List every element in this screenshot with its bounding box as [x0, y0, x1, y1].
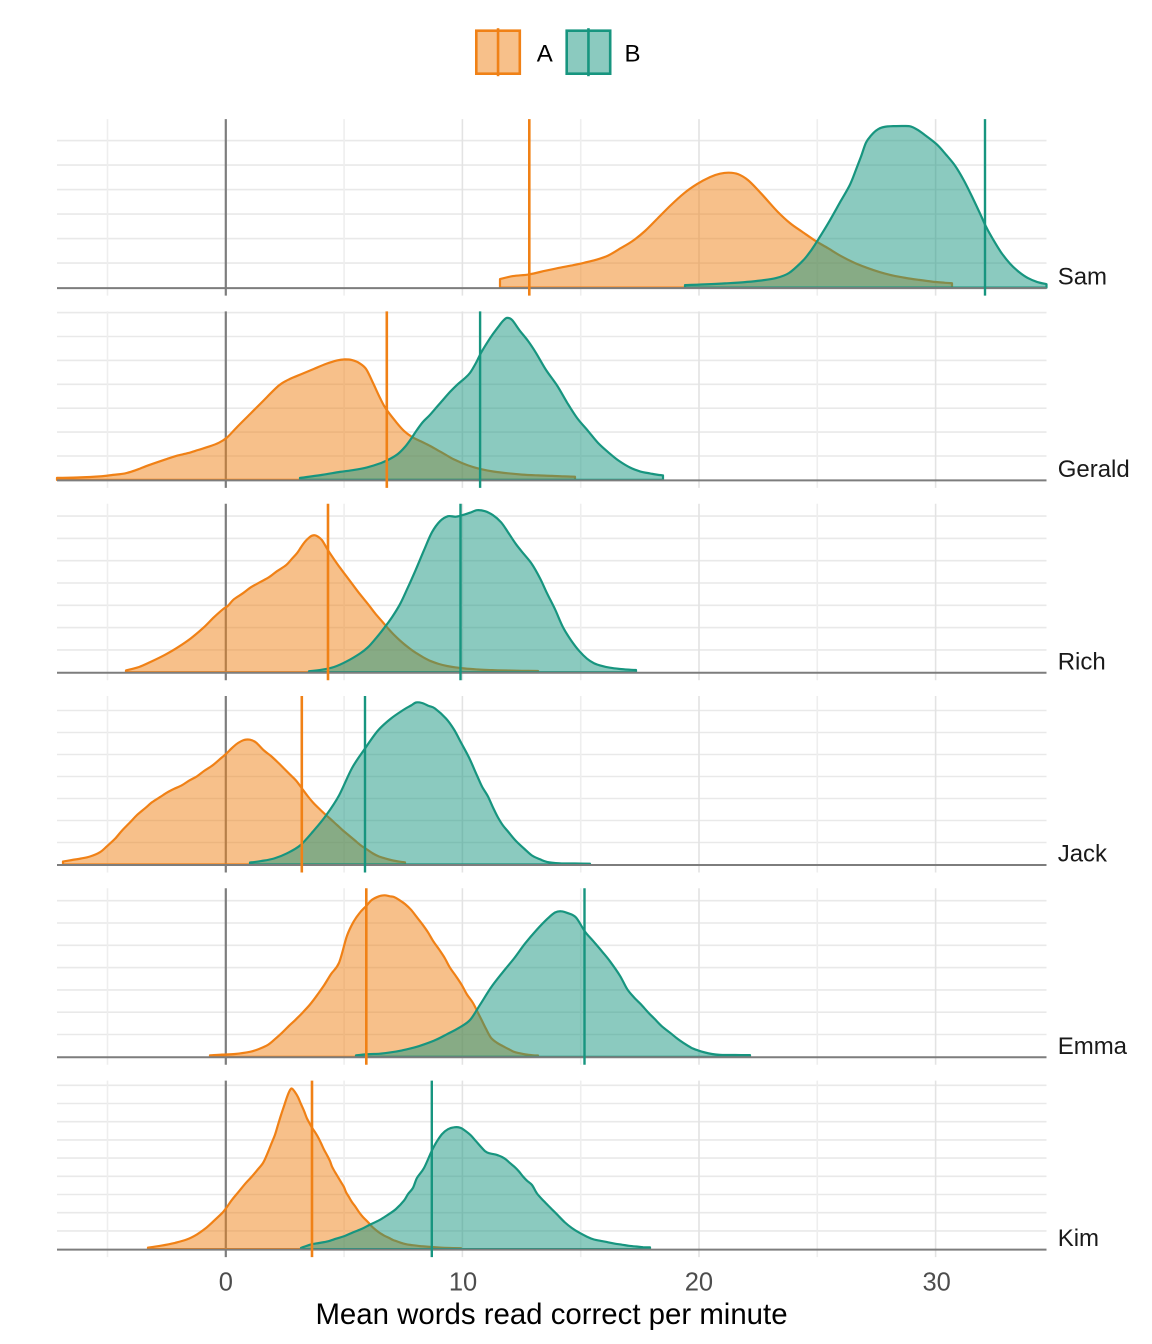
svg-text:B: B — [625, 40, 641, 67]
svg-text:Gerald: Gerald — [1058, 456, 1130, 483]
svg-text:Emma: Emma — [1058, 1033, 1128, 1060]
svg-text:0: 0 — [219, 1269, 233, 1297]
svg-text:Mean words read correct per mi: Mean words read correct per minute — [315, 1298, 787, 1331]
svg-text:Jack: Jack — [1058, 841, 1108, 868]
svg-text:30: 30 — [923, 1269, 951, 1297]
svg-text:Kim: Kim — [1058, 1225, 1099, 1252]
svg-text:Sam: Sam — [1058, 264, 1107, 291]
svg-text:A: A — [537, 40, 553, 67]
svg-text:20: 20 — [685, 1269, 713, 1297]
svg-text:Rich: Rich — [1058, 648, 1106, 675]
svg-text:10: 10 — [449, 1269, 477, 1297]
